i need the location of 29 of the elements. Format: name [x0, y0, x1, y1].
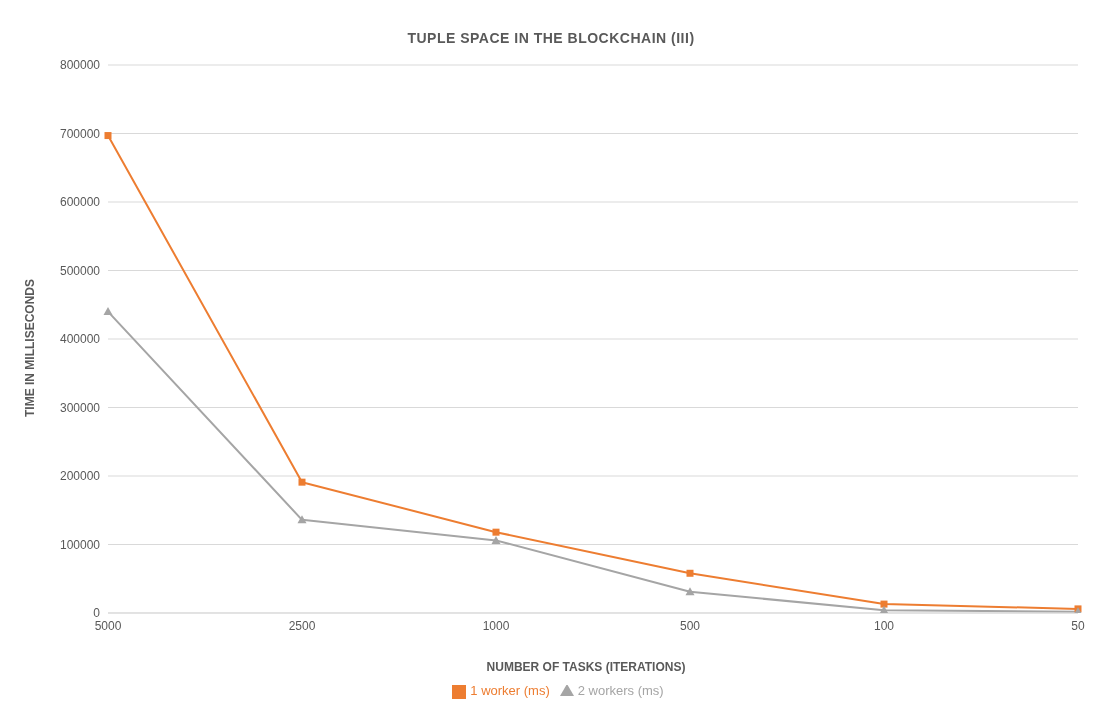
point [298, 478, 306, 486]
y-tick-label: 0 [93, 606, 101, 621]
y-tick-label: 500000 [59, 263, 101, 278]
point [686, 569, 694, 577]
y-tick-label: 200000 [59, 469, 101, 484]
chart-title: TUPLE SPACE IN THE BLOCKCHAIN (III) [406, 30, 696, 46]
point [492, 528, 500, 536]
point [104, 132, 112, 140]
x-tick-label: 500 [679, 618, 701, 633]
y-tick-label: 600000 [59, 195, 101, 210]
y-tick-label: 700000 [59, 126, 101, 141]
x-tick-label: 50 [1071, 618, 1085, 633]
x-tick-label: 2500 [288, 618, 316, 633]
y-tick-label: 800000 [59, 58, 101, 73]
x-tick-label: 100 [873, 618, 895, 633]
y-tick-label: 400000 [59, 332, 101, 347]
point [685, 587, 695, 596]
legend-label: 2 workers (ms) [577, 683, 664, 698]
point [880, 600, 888, 608]
point [879, 605, 889, 613]
x-tick-label: 5000 [94, 618, 122, 633]
x-tick-label: 1000 [482, 618, 510, 633]
x-axis-title: NUMBER OF TASKS (ITERATIONS) [485, 660, 687, 674]
y-tick-label: 100000 [59, 537, 101, 552]
y-axis-title: TIME IN MILLISECONDS [23, 279, 37, 417]
y-tick-label: 300000 [59, 400, 101, 415]
point [103, 307, 113, 316]
legend-label: 1 worker (ms) [470, 683, 550, 698]
point [491, 535, 501, 544]
